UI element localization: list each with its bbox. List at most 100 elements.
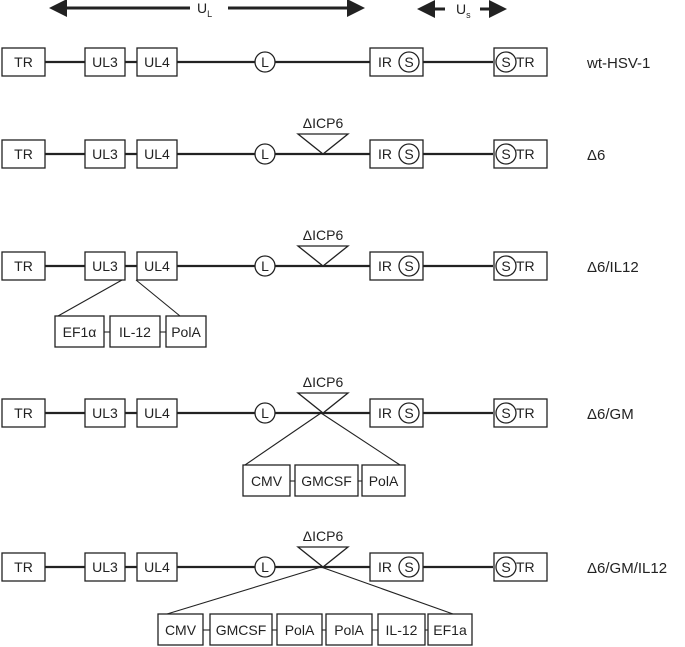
tr-box xyxy=(1,47,46,77)
insert-element-box xyxy=(276,613,323,646)
tr-box xyxy=(1,139,46,169)
ul4-box xyxy=(136,398,178,428)
ul4-box xyxy=(136,47,178,77)
s-circle-terminal xyxy=(495,255,517,277)
ul3-box xyxy=(84,398,126,428)
insert-element-label: IL-12 xyxy=(119,324,151,340)
icp6-deletion-label: ΔICP6 xyxy=(303,115,344,131)
ul3-box-label: UL3 xyxy=(92,54,118,70)
icp6-deletion-label: ΔICP6 xyxy=(303,227,344,243)
s-circle-terminal-label: S xyxy=(501,405,510,421)
s-circle-label: S xyxy=(404,258,413,274)
ir-box xyxy=(369,139,424,169)
insert-element-label: PolA xyxy=(285,622,315,638)
tr-box-label: TR xyxy=(14,559,33,575)
s-circle-label: S xyxy=(404,54,413,70)
insert-element-box xyxy=(377,613,426,646)
ul3-box xyxy=(84,47,126,77)
insert-element-box xyxy=(165,315,207,348)
s-circle-terminal xyxy=(495,51,517,73)
ul4-box-label: UL4 xyxy=(144,258,170,274)
ir-box-label: IR xyxy=(378,146,392,162)
insert-element-box xyxy=(427,613,473,646)
l-circle-label: L xyxy=(261,405,269,421)
s-circle xyxy=(398,255,420,277)
us-label: Us xyxy=(456,1,471,20)
construct-name: Δ6/IL12 xyxy=(587,259,639,276)
insert-element-box xyxy=(294,464,359,497)
ul3-box xyxy=(84,139,126,169)
insert-connector-right xyxy=(320,412,401,466)
s-circle xyxy=(398,143,420,165)
insert-connector-left xyxy=(57,279,123,317)
construct-name: Δ6/GM/IL12 xyxy=(587,560,667,577)
ir-box xyxy=(369,552,424,582)
insert-element-label: EF1a xyxy=(433,622,467,638)
ul4-box-label: UL4 xyxy=(144,559,170,575)
construct-row: TR UL3 UL4 L IR S TR S Δ6/IL12 ΔICP6 EF1α IL-12 PolA xyxy=(1,227,639,348)
tr-box-label: TR xyxy=(14,146,33,162)
tr-box xyxy=(1,552,46,582)
l-circle xyxy=(254,402,276,424)
s-circle xyxy=(398,51,420,73)
insert-element-label: CMV xyxy=(251,473,283,489)
construct-row: TR UL3 UL4 L IR S TR S Δ6/GM/IL12 ΔICP6 CMV GMCSF Po… xyxy=(1,528,667,646)
ul3-box-label: UL3 xyxy=(92,146,118,162)
icp6-deletion-label: ΔICP6 xyxy=(303,528,344,544)
insert-connector-right xyxy=(320,566,454,615)
insert-element-label: GMCSF xyxy=(301,473,352,489)
ul4-box xyxy=(136,139,178,169)
s-circle xyxy=(398,402,420,424)
insert-element-label: PolA xyxy=(369,473,399,489)
s-circle xyxy=(398,556,420,578)
ir-box-label: IR xyxy=(378,559,392,575)
tr-box xyxy=(1,398,46,428)
construct-row: TR UL3 UL4 L IR S TR S wt-HSV-1 xyxy=(1,47,650,77)
icp6-deletion-triangle xyxy=(296,245,350,267)
insert-element-label: CMV xyxy=(165,622,197,638)
icp6-deletion-label: ΔICP6 xyxy=(303,374,344,390)
ul3-box-label: UL3 xyxy=(92,405,118,421)
l-circle-label: L xyxy=(261,258,269,274)
insert-element-label: GMCSF xyxy=(216,622,267,638)
insert-element-label: EF1α xyxy=(63,324,97,340)
ul-label: UL xyxy=(197,0,212,19)
l-circle xyxy=(254,255,276,277)
construct-name: Δ6 xyxy=(587,147,605,164)
insert-element-box xyxy=(209,613,273,646)
insert-connector-left xyxy=(166,566,322,615)
insert-element-box xyxy=(242,464,291,497)
icp6-deletion-triangle xyxy=(296,546,350,568)
ir-box-label: IR xyxy=(378,54,392,70)
insert-element-box xyxy=(325,613,373,646)
str-box-label: TR xyxy=(516,559,535,575)
s-circle-terminal-label: S xyxy=(501,559,510,575)
s-circle-terminal-label: S xyxy=(501,146,510,162)
l-circle-label: L xyxy=(261,146,269,162)
region-header: UL Us xyxy=(49,0,507,20)
s-circle-terminal xyxy=(495,143,517,165)
ir-box-label: IR xyxy=(378,405,392,421)
l-circle xyxy=(254,556,276,578)
s-circle-terminal xyxy=(495,556,517,578)
str-box-label: TR xyxy=(516,405,535,421)
str-box-label: TR xyxy=(516,54,535,70)
insert-element-label: PolA xyxy=(334,622,364,638)
insert-element-box xyxy=(361,464,406,497)
ul4-box xyxy=(136,552,178,582)
l-circle-label: L xyxy=(261,54,269,70)
tr-box-label: TR xyxy=(14,258,33,274)
construct-row: TR UL3 UL4 L IR S TR S Δ6 ΔICP6 xyxy=(1,115,605,169)
ul4-box-label: UL4 xyxy=(144,54,170,70)
construct-name: Δ6/GM xyxy=(587,406,634,423)
s-circle-terminal-label: S xyxy=(501,258,510,274)
ul3-box-label: UL3 xyxy=(92,258,118,274)
s-circle-label: S xyxy=(404,405,413,421)
insert-connector-right xyxy=(135,279,181,317)
tr-box xyxy=(1,251,46,281)
l-circle xyxy=(254,51,276,73)
ul4-box xyxy=(136,251,178,281)
ir-box-label: IR xyxy=(378,258,392,274)
s-circle-label: S xyxy=(404,559,413,575)
